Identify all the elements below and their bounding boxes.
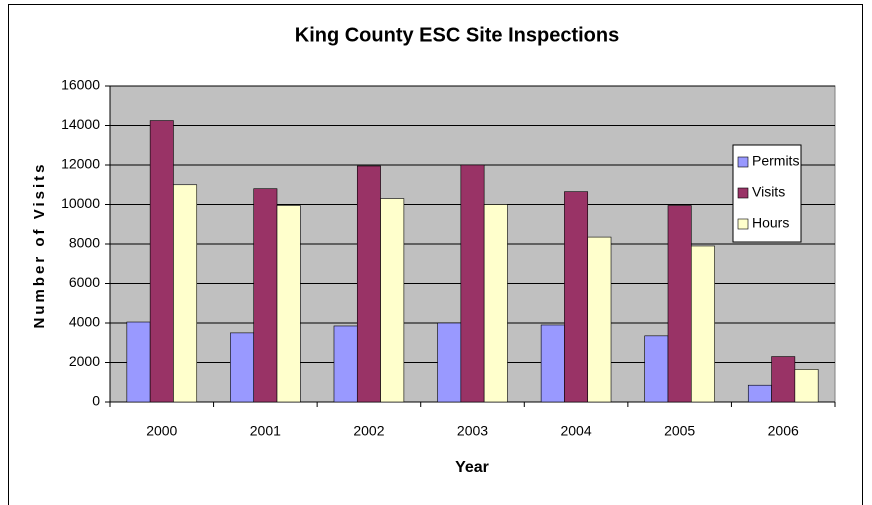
- x-tick-label: 2005: [664, 423, 695, 439]
- legend-swatch: [737, 156, 749, 168]
- x-tick-label: 2001: [250, 423, 281, 439]
- bar: [149, 120, 174, 403]
- bar: [771, 356, 796, 403]
- bar: [564, 191, 589, 403]
- bar: [644, 335, 669, 403]
- bar: [126, 321, 151, 403]
- y-tick-label: 14000: [61, 116, 100, 132]
- legend-label: Visits: [752, 184, 785, 200]
- x-axis-label: Year: [455, 459, 489, 476]
- x-tick-label: 2004: [560, 423, 591, 439]
- bar: [333, 325, 358, 403]
- bar: [230, 332, 255, 403]
- bar: [667, 205, 692, 403]
- chart-title: King County ESC Site Inspections: [295, 24, 619, 46]
- x-tick-label: 2002: [353, 423, 384, 439]
- x-tick-label: 2006: [768, 423, 799, 439]
- bar: [460, 164, 485, 403]
- legend-label: Permits: [752, 153, 799, 169]
- bar: [253, 188, 278, 403]
- bar: [587, 236, 612, 403]
- bar: [747, 384, 772, 403]
- y-tick-label: 10000: [61, 195, 100, 211]
- y-tick-label: 12000: [61, 156, 100, 172]
- y-tick-label: 0: [92, 393, 100, 409]
- chart-border: [8, 4, 863, 505]
- y-tick-label: 6000: [69, 274, 100, 290]
- y-axis-label: Number of Visits: [31, 162, 48, 329]
- bar: [794, 369, 819, 403]
- y-tick-label: 8000: [69, 235, 100, 251]
- bar: [540, 324, 565, 403]
- y-tick-label: 4000: [69, 314, 100, 330]
- legend-label: Hours: [752, 215, 789, 231]
- bar: [483, 204, 508, 403]
- bar: [690, 245, 715, 403]
- y-tick-label: 2000: [69, 353, 100, 369]
- x-tick-label: 2003: [457, 423, 488, 439]
- bar: [437, 322, 462, 403]
- legend-swatch: [737, 187, 749, 199]
- bar: [380, 198, 405, 403]
- bar: [356, 165, 381, 403]
- legend-swatch: [737, 218, 749, 230]
- y-tick-label: 16000: [61, 77, 100, 93]
- x-tick-label: 2000: [146, 423, 177, 439]
- bar: [173, 184, 198, 403]
- bar: [276, 205, 301, 403]
